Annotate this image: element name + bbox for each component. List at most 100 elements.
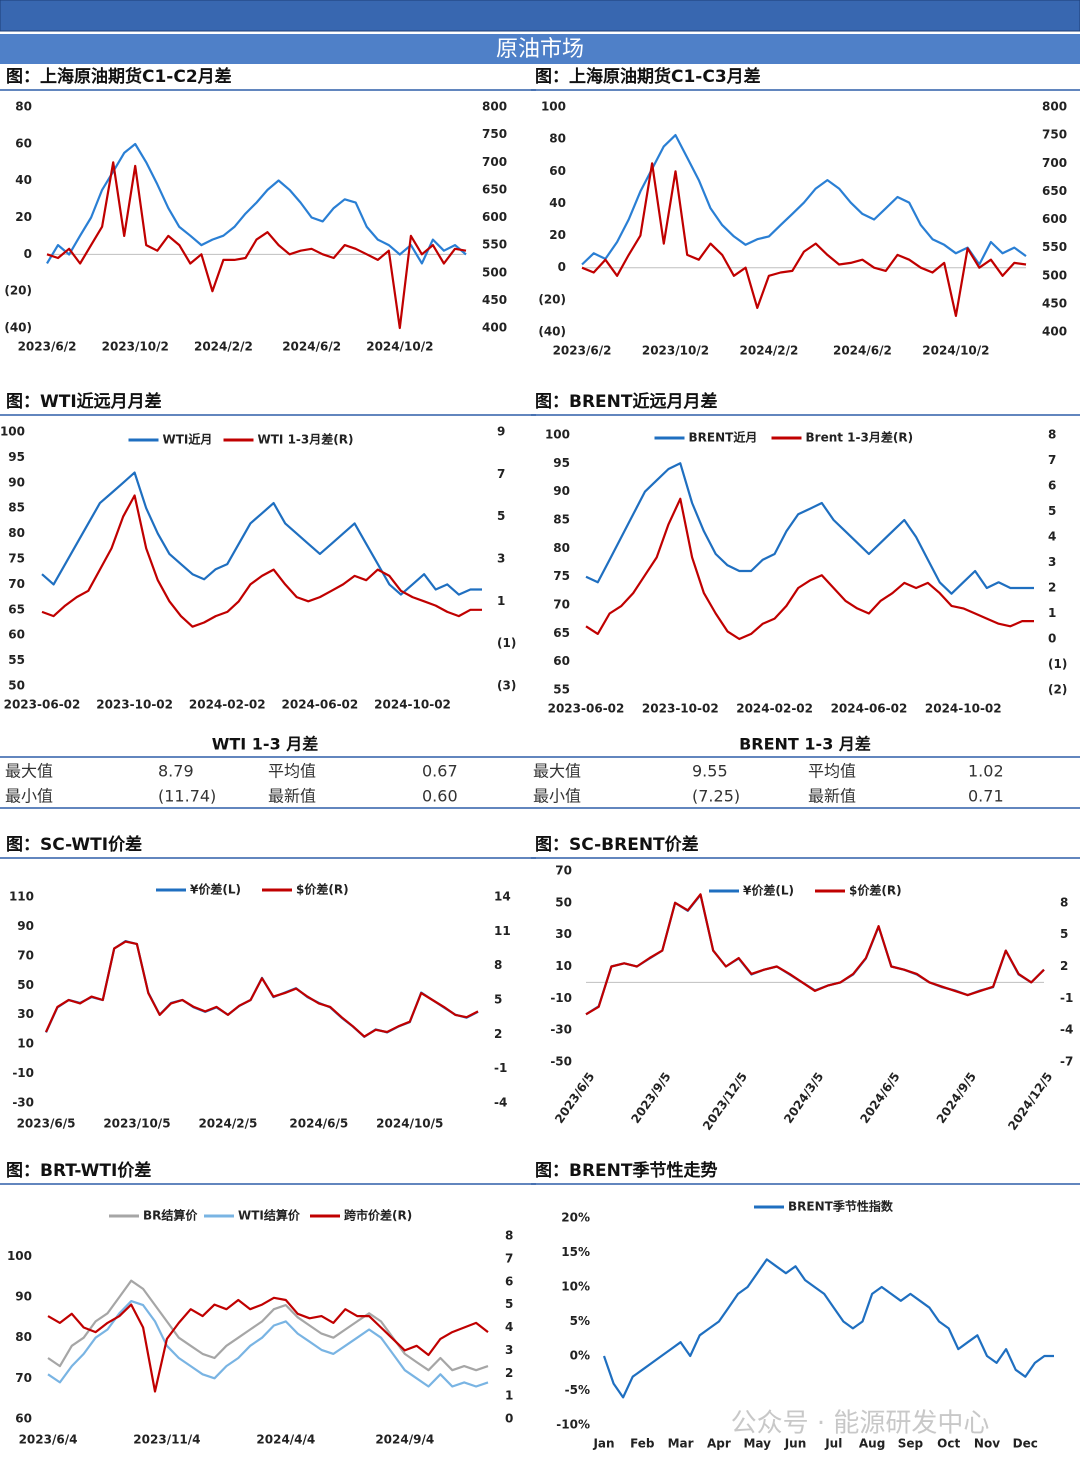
stats-title: BRENT 1-3 月差 bbox=[739, 735, 871, 754]
y-tick-label: 60 bbox=[553, 654, 570, 668]
stats-cell: 1.02 bbox=[968, 762, 1004, 781]
stats-cell: 0.60 bbox=[422, 787, 458, 806]
series-line bbox=[47, 1279, 489, 1372]
chart: 图：BRT-WTI价差 60 70 80 90 100 0 1 2 3 4 5 6 7 8 2023/6/4 2… bbox=[0, 1160, 536, 1447]
stats-cell: 9.55 bbox=[692, 762, 728, 781]
watermark: 公众号 · 能源研发中心 bbox=[731, 1409, 990, 1439]
chart: 图：WTI近远月月差50556065707580859095100(3)(1)1… bbox=[0, 391, 536, 712]
series-line bbox=[46, 161, 467, 330]
x-tick-label: 2024/6/5 bbox=[857, 1070, 902, 1126]
chart-title: 图：上海原油期货C1-C2月差 bbox=[6, 66, 232, 87]
y2-tick-label: 1 bbox=[497, 594, 505, 608]
stats-cell: 平均值 bbox=[808, 762, 856, 781]
x-tick-label: 2023-10-02 bbox=[96, 698, 173, 712]
chart-title: 图：WTI近远月月差 bbox=[6, 391, 162, 412]
y2-tick-label: 550 bbox=[1042, 240, 1067, 254]
y-tick-label: 55 bbox=[553, 683, 570, 697]
y-tick-label: 10 bbox=[555, 959, 572, 973]
y-tick-label: (40) bbox=[538, 325, 566, 339]
x-tick-label: 2024/6/2 bbox=[833, 344, 892, 358]
y2-tick-label: 3 bbox=[505, 1343, 513, 1357]
y2-tick-label: 5 bbox=[505, 1297, 513, 1311]
y-tick-label: 50 bbox=[8, 679, 25, 693]
x-tick-label: Jan bbox=[592, 1437, 614, 1451]
y2-tick-label: 0 bbox=[505, 1412, 513, 1426]
chart-title: 图：SC-WTI价差 bbox=[6, 834, 142, 855]
y2-tick-label: 2 bbox=[1060, 959, 1068, 973]
y-tick-label: 0% bbox=[570, 1349, 590, 1363]
legend-label: $价差(R) bbox=[849, 883, 902, 898]
y-tick-label: 30 bbox=[17, 1007, 34, 1021]
y-tick-label: 85 bbox=[8, 501, 25, 515]
y-tick-label: 10% bbox=[561, 1280, 590, 1294]
y2-tick-label: 650 bbox=[1042, 184, 1067, 198]
y-tick-label: (40) bbox=[4, 321, 32, 335]
x-tick-label: 2024/10/5 bbox=[376, 1117, 443, 1131]
y2-tick-label: 700 bbox=[482, 155, 507, 169]
x-tick-label: 2024-06-02 bbox=[282, 698, 359, 712]
y2-tick-label: -7 bbox=[1060, 1055, 1073, 1069]
x-tick-label: 2024-02-02 bbox=[189, 698, 266, 712]
y-tick-label: 110 bbox=[9, 890, 34, 904]
x-tick-label: 2024/10/2 bbox=[366, 340, 433, 354]
y-tick-label: 60 bbox=[8, 628, 25, 642]
y-tick-label: 20 bbox=[549, 228, 566, 242]
y-tick-label: 100 bbox=[7, 1249, 32, 1263]
chart-title: 图：BRENT近远月月差 bbox=[535, 391, 717, 412]
y2-tick-label: 650 bbox=[482, 182, 507, 196]
x-tick-label: Feb bbox=[630, 1437, 655, 1451]
x-tick-label: 2024/2/5 bbox=[198, 1117, 257, 1131]
y2-tick-label: 800 bbox=[1042, 100, 1067, 114]
y2-tick-label: 750 bbox=[1042, 128, 1067, 142]
y-tick-label: 70 bbox=[8, 577, 25, 591]
y2-tick-label: -4 bbox=[1060, 1023, 1073, 1037]
y-tick-label: 65 bbox=[553, 626, 570, 640]
chart: 图：SC-WTI价差 -30 -10 10 30 50 70 90 110 -4 -1 2 5 8 11 14… bbox=[0, 834, 536, 1131]
x-tick-label: 2024-02-02 bbox=[736, 702, 813, 716]
y2-tick-label: (2) bbox=[1048, 683, 1067, 697]
y2-tick-label: 9 bbox=[497, 425, 505, 439]
x-tick-label: 2023/6/5 bbox=[552, 1070, 597, 1126]
legend-label: BRENT近月 bbox=[689, 430, 758, 445]
legend-label: Brent 1-3月差(R) bbox=[806, 430, 914, 445]
x-tick-label: Jun bbox=[784, 1437, 807, 1451]
x-tick-label: Nov bbox=[974, 1437, 1000, 1451]
y2-tick-label: 5 bbox=[494, 993, 502, 1007]
series-line bbox=[44, 940, 479, 1038]
series-line bbox=[41, 471, 482, 596]
y2-tick-label: 8 bbox=[505, 1229, 513, 1243]
y2-tick-label: -1 bbox=[494, 1061, 507, 1075]
x-tick-label: 2023/6/4 bbox=[19, 1433, 78, 1447]
legend-label: BRENT季节性指数 bbox=[788, 1199, 894, 1214]
series-line bbox=[585, 497, 1034, 641]
y-tick-label: 20% bbox=[561, 1211, 590, 1225]
chart: 图：BRENT近远月月差556065707580859095100(2)(1)0… bbox=[531, 391, 1080, 716]
x-tick-label: Oct bbox=[937, 1437, 960, 1451]
x-tick-label: 2023-10-02 bbox=[642, 702, 719, 716]
y-tick-label: 70 bbox=[553, 598, 570, 612]
y2-tick-label: 4 bbox=[505, 1320, 513, 1334]
y2-tick-label: 1 bbox=[505, 1389, 513, 1403]
series-line bbox=[581, 134, 1027, 266]
y-tick-label: 0 bbox=[24, 247, 32, 261]
y2-tick-label: 5 bbox=[497, 509, 505, 523]
y2-tick-label: 0 bbox=[1048, 632, 1056, 646]
y2-tick-label: 7 bbox=[1048, 453, 1056, 467]
y2-tick-label: 800 bbox=[482, 100, 507, 114]
chart-title: 图：SC-BRENT价差 bbox=[535, 834, 699, 855]
x-tick-label: 2024/6/2 bbox=[282, 340, 341, 354]
y2-tick-label: 3 bbox=[497, 552, 505, 566]
y-tick-label: 90 bbox=[553, 484, 570, 498]
y2-tick-label: 500 bbox=[1042, 268, 1067, 282]
y-tick-label: 80 bbox=[549, 132, 566, 146]
stats-cell: 最小值 bbox=[5, 787, 53, 806]
y2-tick-label: 500 bbox=[482, 265, 507, 279]
x-tick-label: 2023/10/5 bbox=[103, 1117, 170, 1131]
legend-label: ¥价差(L) bbox=[743, 883, 794, 898]
series-line bbox=[47, 1296, 489, 1393]
series-line bbox=[585, 462, 1034, 595]
y-tick-label: 75 bbox=[553, 569, 570, 583]
y-tick-label: 80 bbox=[15, 100, 32, 114]
stats-cell: 0.71 bbox=[968, 787, 1004, 806]
chart: 图：上海原油期货C1-C2月差 (40) (20) 0 20 40 60 80 400 450 50… bbox=[0, 66, 536, 354]
